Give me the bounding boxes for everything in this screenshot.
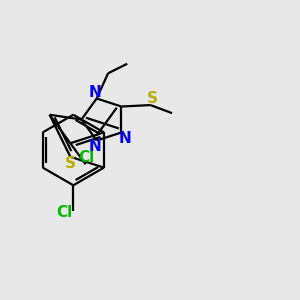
Text: S: S [65,156,76,171]
Text: S: S [146,91,158,106]
Text: N: N [119,130,131,146]
Text: N: N [89,139,101,154]
Text: N: N [89,85,101,100]
Text: Cl: Cl [78,150,94,165]
Text: Cl: Cl [56,206,72,220]
